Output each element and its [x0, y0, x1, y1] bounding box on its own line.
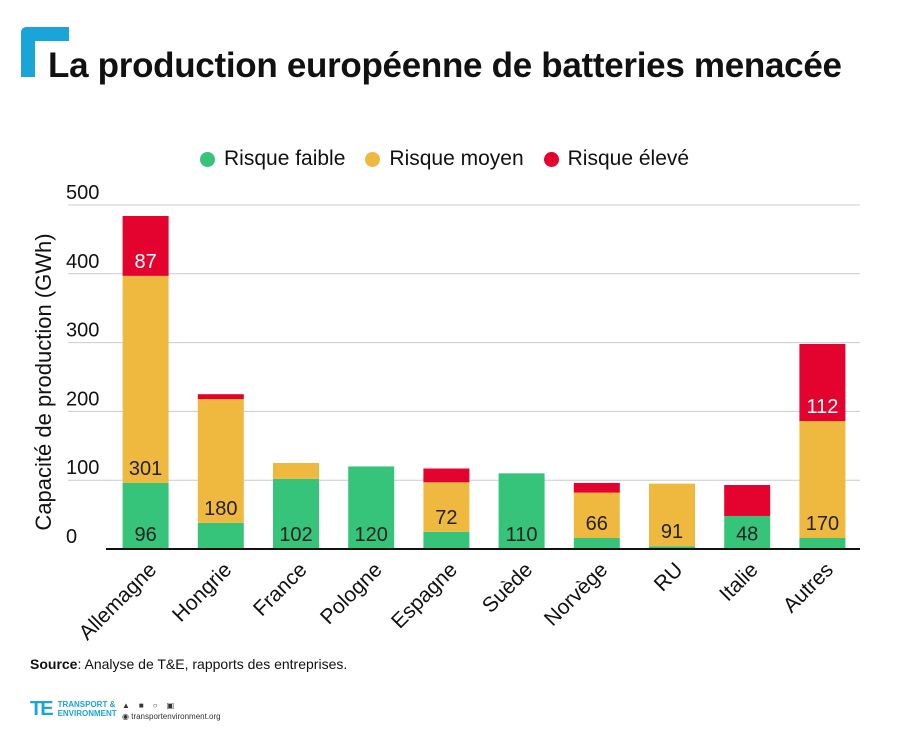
legend-swatch — [543, 151, 559, 167]
legend-label: Risque élevé — [567, 147, 690, 170]
x-tick-label: RU — [650, 558, 688, 596]
website-link[interactable]: transportenvironment.org — [131, 712, 221, 721]
x-tick-label: Allemagne — [75, 558, 161, 644]
data-label: 48 — [736, 523, 758, 545]
legend-item-risque-eleve: Risque élevé — [543, 147, 690, 171]
bar-segment — [122, 216, 169, 276]
legend-item-risque-faible: Risque faible — [200, 147, 345, 171]
data-label: 170 — [806, 513, 839, 535]
data-label: 87 — [134, 251, 156, 273]
x-tick-label: Italie — [715, 558, 763, 606]
source-label: Source — [30, 656, 78, 672]
y-tick-label: 400 — [66, 251, 99, 273]
bar-segment — [498, 473, 545, 549]
y-tick-label: 300 — [66, 320, 99, 342]
y-tick-label: 0 — [66, 526, 77, 548]
y-tick-label: 100 — [66, 457, 99, 479]
bar-segment — [122, 275, 169, 483]
globe-icon: ◉ — [122, 712, 129, 721]
bar-segment — [799, 537, 846, 549]
data-label: 91 — [661, 521, 683, 543]
chart-title: La production européenne de batteries me… — [48, 46, 842, 85]
legend-swatch — [365, 151, 381, 167]
data-label: 72 — [435, 507, 457, 529]
x-tick-label: Espagne — [387, 558, 462, 633]
data-label: 102 — [279, 524, 312, 546]
bar-segment — [649, 483, 695, 547]
data-label: 66 — [586, 513, 608, 535]
te-logo-mark: TE — [30, 698, 54, 720]
te-logo-line2: ENVIRONMENT — [57, 709, 117, 718]
x-tick-label: Suède — [478, 558, 537, 617]
source-note: Source: Analyse de T&E, rapports des ent… — [30, 656, 347, 672]
social-links: ▲ ■ ○ ▣ ◉ transportenvironment.org — [122, 701, 221, 721]
bar-segment — [273, 478, 319, 549]
corner-bracket-icon — [21, 27, 69, 77]
bar-segment — [197, 522, 244, 549]
x-tick-label: France — [249, 558, 311, 620]
bar-segment — [799, 421, 846, 538]
bar-segment — [724, 515, 771, 549]
twitter-icon[interactable]: ▲ — [122, 701, 130, 710]
bar-segment — [799, 343, 846, 422]
instagram-icon[interactable]: ○ — [152, 701, 158, 710]
bar-segment — [423, 468, 470, 483]
legend-item-risque-moyen: Risque moyen — [365, 147, 524, 171]
bar-segment — [649, 546, 695, 549]
data-label: 301 — [129, 458, 162, 480]
linkedin-icon[interactable]: ▣ — [166, 701, 175, 710]
bar-segment — [122, 482, 169, 549]
data-label: 112 — [806, 396, 838, 418]
x-tick-label: Autres — [779, 558, 838, 617]
source-text: : Analyse de T&E, rapports des entrepris… — [77, 656, 348, 672]
x-tick-label: Pologne — [316, 558, 387, 629]
bar-segment — [273, 463, 319, 479]
bar-segment — [573, 482, 620, 493]
data-label: 96 — [134, 524, 156, 546]
bar-segment — [573, 492, 620, 538]
bar-segment — [197, 399, 244, 523]
legend-swatch — [200, 151, 215, 167]
te-logo-line1: TRANSPORT & — [57, 700, 116, 709]
bar-segment — [423, 482, 470, 532]
bar-segment — [573, 537, 620, 549]
stacked-bar-chart: 0 100 200 300 400 500 Capacité de production (… — [31, 182, 860, 645]
bar-segment — [724, 485, 771, 516]
y-tick-label: 500 — [66, 182, 99, 204]
x-tick-label: Norvège — [540, 558, 612, 630]
data-label: 120 — [355, 524, 388, 546]
y-tick-label: 200 — [66, 388, 99, 410]
x-tick-label: Hongrie — [168, 558, 236, 626]
y-axis-title: Capacité de production (GWh) — [31, 233, 56, 530]
bar-segment — [423, 531, 470, 549]
bar-segment — [197, 394, 244, 400]
data-label: 180 — [204, 498, 237, 520]
data-label: 110 — [506, 524, 538, 546]
te-logo[interactable]: TE TRANSPORT & ENVIRONMENT — [30, 698, 117, 720]
legend-label: Risque moyen — [389, 147, 524, 170]
bar-segment — [348, 466, 395, 549]
legend-label: Risque faible — [224, 147, 346, 170]
facebook-icon[interactable]: ■ — [138, 701, 144, 710]
legend: Risque faible Risque moyen Risque élevé — [200, 145, 689, 173]
